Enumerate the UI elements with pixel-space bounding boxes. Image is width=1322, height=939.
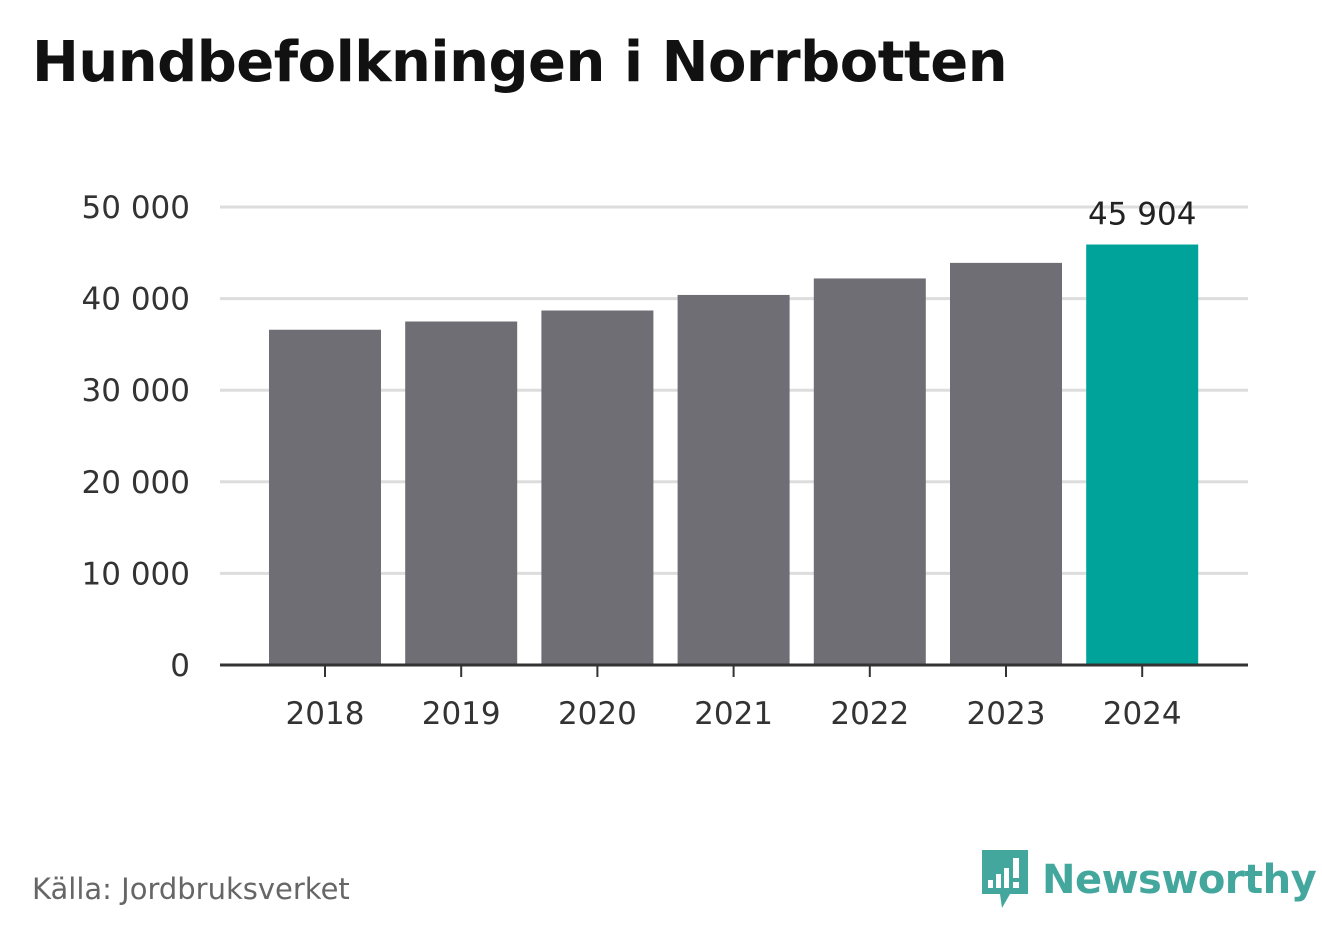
x-tick-label: 2021 — [694, 696, 773, 732]
y-tick-label: 30 000 — [82, 373, 190, 409]
newsworthy-logo-icon — [982, 850, 1028, 908]
x-tick-label: 2020 — [558, 696, 637, 732]
bar-2022 — [813, 278, 926, 665]
bars — [269, 244, 1199, 666]
y-tick-label: 50 000 — [82, 190, 190, 226]
x-tick-label: 2024 — [1103, 696, 1182, 732]
bar-2023 — [950, 262, 1062, 665]
bar-2020 — [541, 310, 654, 665]
x-axis: 2018 2019 2020 2021 2022 2023 2024 — [220, 663, 1248, 732]
y-axis-ticks: 0 10 000 20 000 30 000 40 000 50 000 — [82, 190, 190, 684]
brand-logo: Newsworthy — [980, 848, 1317, 912]
chart-title: Hundbefolkningen i Norrbotten — [32, 30, 1008, 95]
bar-2018 — [269, 329, 381, 665]
source-note: Källa: Jordbruksverket — [32, 872, 350, 906]
x-tick-label: 2019 — [422, 696, 501, 732]
y-tick-label: 10 000 — [82, 556, 190, 592]
x-tick-label: 2018 — [286, 696, 365, 732]
y-tick-label: 0 — [170, 648, 190, 684]
bar-2021 — [677, 294, 790, 665]
data-label-highlight: 45 904 — [1088, 197, 1196, 233]
bar-2019 — [405, 321, 518, 665]
brand-name: Newsworthy — [1042, 857, 1317, 903]
y-tick-label: 20 000 — [82, 465, 190, 501]
x-tick-label: 2022 — [830, 696, 909, 732]
bar-chart: 0 10 000 20 000 30 000 40 000 50 000 2018 2019… — [82, 190, 1248, 732]
bar-2024 — [1086, 244, 1199, 666]
x-tick-label: 2023 — [967, 696, 1046, 732]
data-labels: 45 904 — [1088, 197, 1196, 233]
y-tick-label: 40 000 — [82, 282, 190, 318]
